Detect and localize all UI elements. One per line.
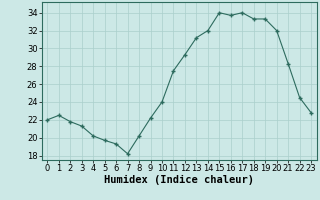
X-axis label: Humidex (Indice chaleur): Humidex (Indice chaleur) bbox=[104, 175, 254, 185]
